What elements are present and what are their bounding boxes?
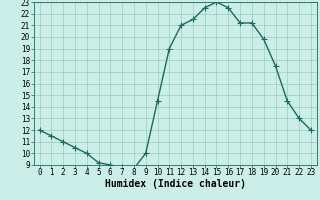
X-axis label: Humidex (Indice chaleur): Humidex (Indice chaleur) <box>105 179 246 189</box>
